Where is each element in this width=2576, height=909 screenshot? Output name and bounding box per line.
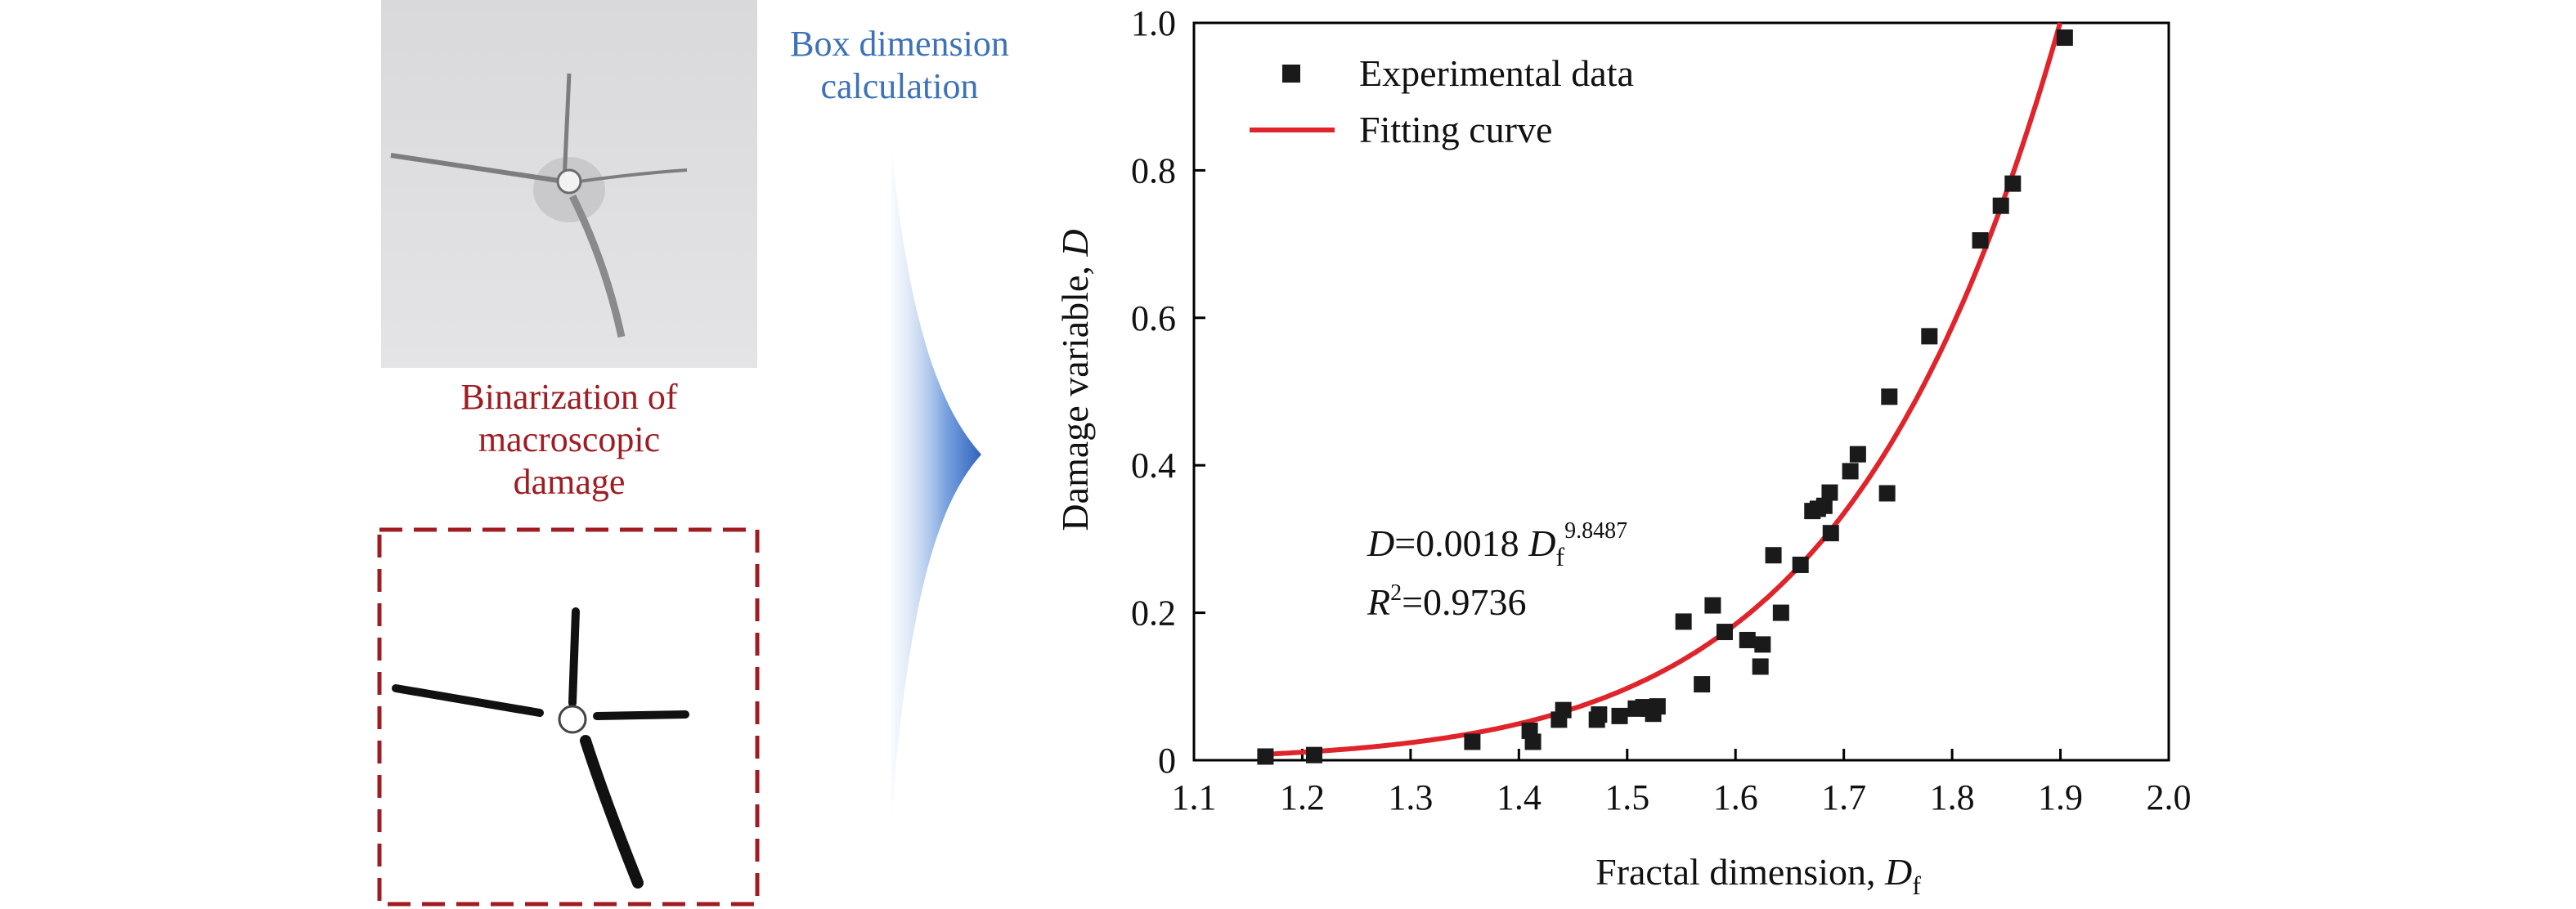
y-axis: 0 0.2 0.4 0.6 0.8 1.0 xyxy=(1131,3,1205,781)
y-tick-label: 0.4 xyxy=(1131,446,1176,486)
x-tick-label: 1.5 xyxy=(1604,777,1649,817)
x-tick-label: 1.4 xyxy=(1497,777,1542,817)
legend: Experimental data Fitting curve xyxy=(1250,52,1634,150)
legend-label-fitting: Fitting curve xyxy=(1359,109,1552,150)
data-point xyxy=(1815,497,1833,514)
plot-area-frame xyxy=(1192,21,2170,762)
binarization-label-line-1: Binarization of xyxy=(460,377,677,417)
data-point xyxy=(1881,388,1898,405)
box-dimension-label: Box dimension calculation xyxy=(790,24,1009,106)
data-point xyxy=(1792,556,1809,573)
data-point xyxy=(1694,676,1711,693)
data-point xyxy=(1257,748,1274,765)
r-squared: R2=0.9736 xyxy=(1367,580,1527,623)
binarization-label-line-2: macroscopic xyxy=(478,419,660,459)
data-point xyxy=(1739,631,1756,648)
data-point xyxy=(2004,175,2022,192)
data-point xyxy=(1992,197,2009,214)
data-point xyxy=(2056,29,2073,47)
x-tick-label: 1.9 xyxy=(2038,777,2083,817)
x-tick-label: 1.2 xyxy=(1280,777,1325,817)
data-point xyxy=(1306,746,1323,763)
x-tick-label: 1.3 xyxy=(1388,777,1433,817)
x-axis: 1.1 1.2 1.3 1.4 1.5 1.6 1.7 1.8 1.9 2.0 xyxy=(1172,749,2192,817)
specimen-photo xyxy=(381,0,757,368)
process-arrow xyxy=(891,147,981,817)
data-point xyxy=(1821,484,1838,501)
binarization-label: Binarization of macroscopic damage xyxy=(460,377,677,502)
y-axis-title: Damage variable, D xyxy=(1054,229,1096,531)
legend-label-experimental: Experimental data xyxy=(1359,52,1634,94)
x-tick-label: 1.8 xyxy=(1930,777,1975,817)
data-point xyxy=(1754,636,1771,653)
data-point xyxy=(1772,604,1789,621)
x-tick-label: 2.0 xyxy=(2147,777,2192,817)
binarization-label-line-3: damage xyxy=(514,462,626,502)
legend-marker-experimental xyxy=(1282,65,1300,83)
y-tick-label: 0.6 xyxy=(1131,298,1176,338)
binarized-image xyxy=(377,527,760,907)
fit-equation: D=0.0018 Df9.8487 xyxy=(1367,518,1627,571)
x-tick-label: 1.7 xyxy=(1821,777,1866,817)
x-axis-title: Fractal dimension, Df xyxy=(1595,851,1921,900)
fit-equation-annotation: D=0.0018 Df9.8487 R2=0.9736 xyxy=(1367,518,1627,623)
experimental-data-points xyxy=(1257,29,2073,765)
y-tick-label: 1.0 xyxy=(1131,3,1176,43)
y-tick-label: 0.2 xyxy=(1131,593,1176,634)
data-point xyxy=(1878,485,1896,502)
y-tick-label: 0 xyxy=(1158,741,1176,781)
data-point xyxy=(1716,624,1733,641)
data-point xyxy=(1524,733,1542,750)
fitting-curve-line xyxy=(1263,22,2063,757)
data-point xyxy=(1675,613,1692,630)
chart: 1.1 1.2 1.3 1.4 1.5 1.6 1.7 1.8 1.9 2.0 0 0.2 0.4 0.… xyxy=(1054,3,2192,900)
data-point xyxy=(1555,701,1572,719)
data-point xyxy=(1822,525,1839,542)
data-point xyxy=(1765,547,1782,564)
data-point xyxy=(1752,658,1769,675)
data-point xyxy=(1464,733,1481,750)
x-tick-label: 1.1 xyxy=(1172,777,1217,817)
data-point xyxy=(1972,232,1989,249)
box-dimension-label-line-1: Box dimension xyxy=(790,24,1009,64)
data-point xyxy=(1611,707,1628,724)
data-point xyxy=(1591,706,1608,723)
data-point xyxy=(1842,463,1859,480)
data-point xyxy=(1849,446,1866,463)
x-tick-label: 1.6 xyxy=(1713,777,1758,817)
data-point xyxy=(1649,698,1666,715)
data-point xyxy=(1704,597,1721,614)
data-point xyxy=(1921,328,1938,345)
y-tick-label: 0.8 xyxy=(1131,150,1176,190)
box-dimension-label-line-2: calculation xyxy=(820,66,978,106)
